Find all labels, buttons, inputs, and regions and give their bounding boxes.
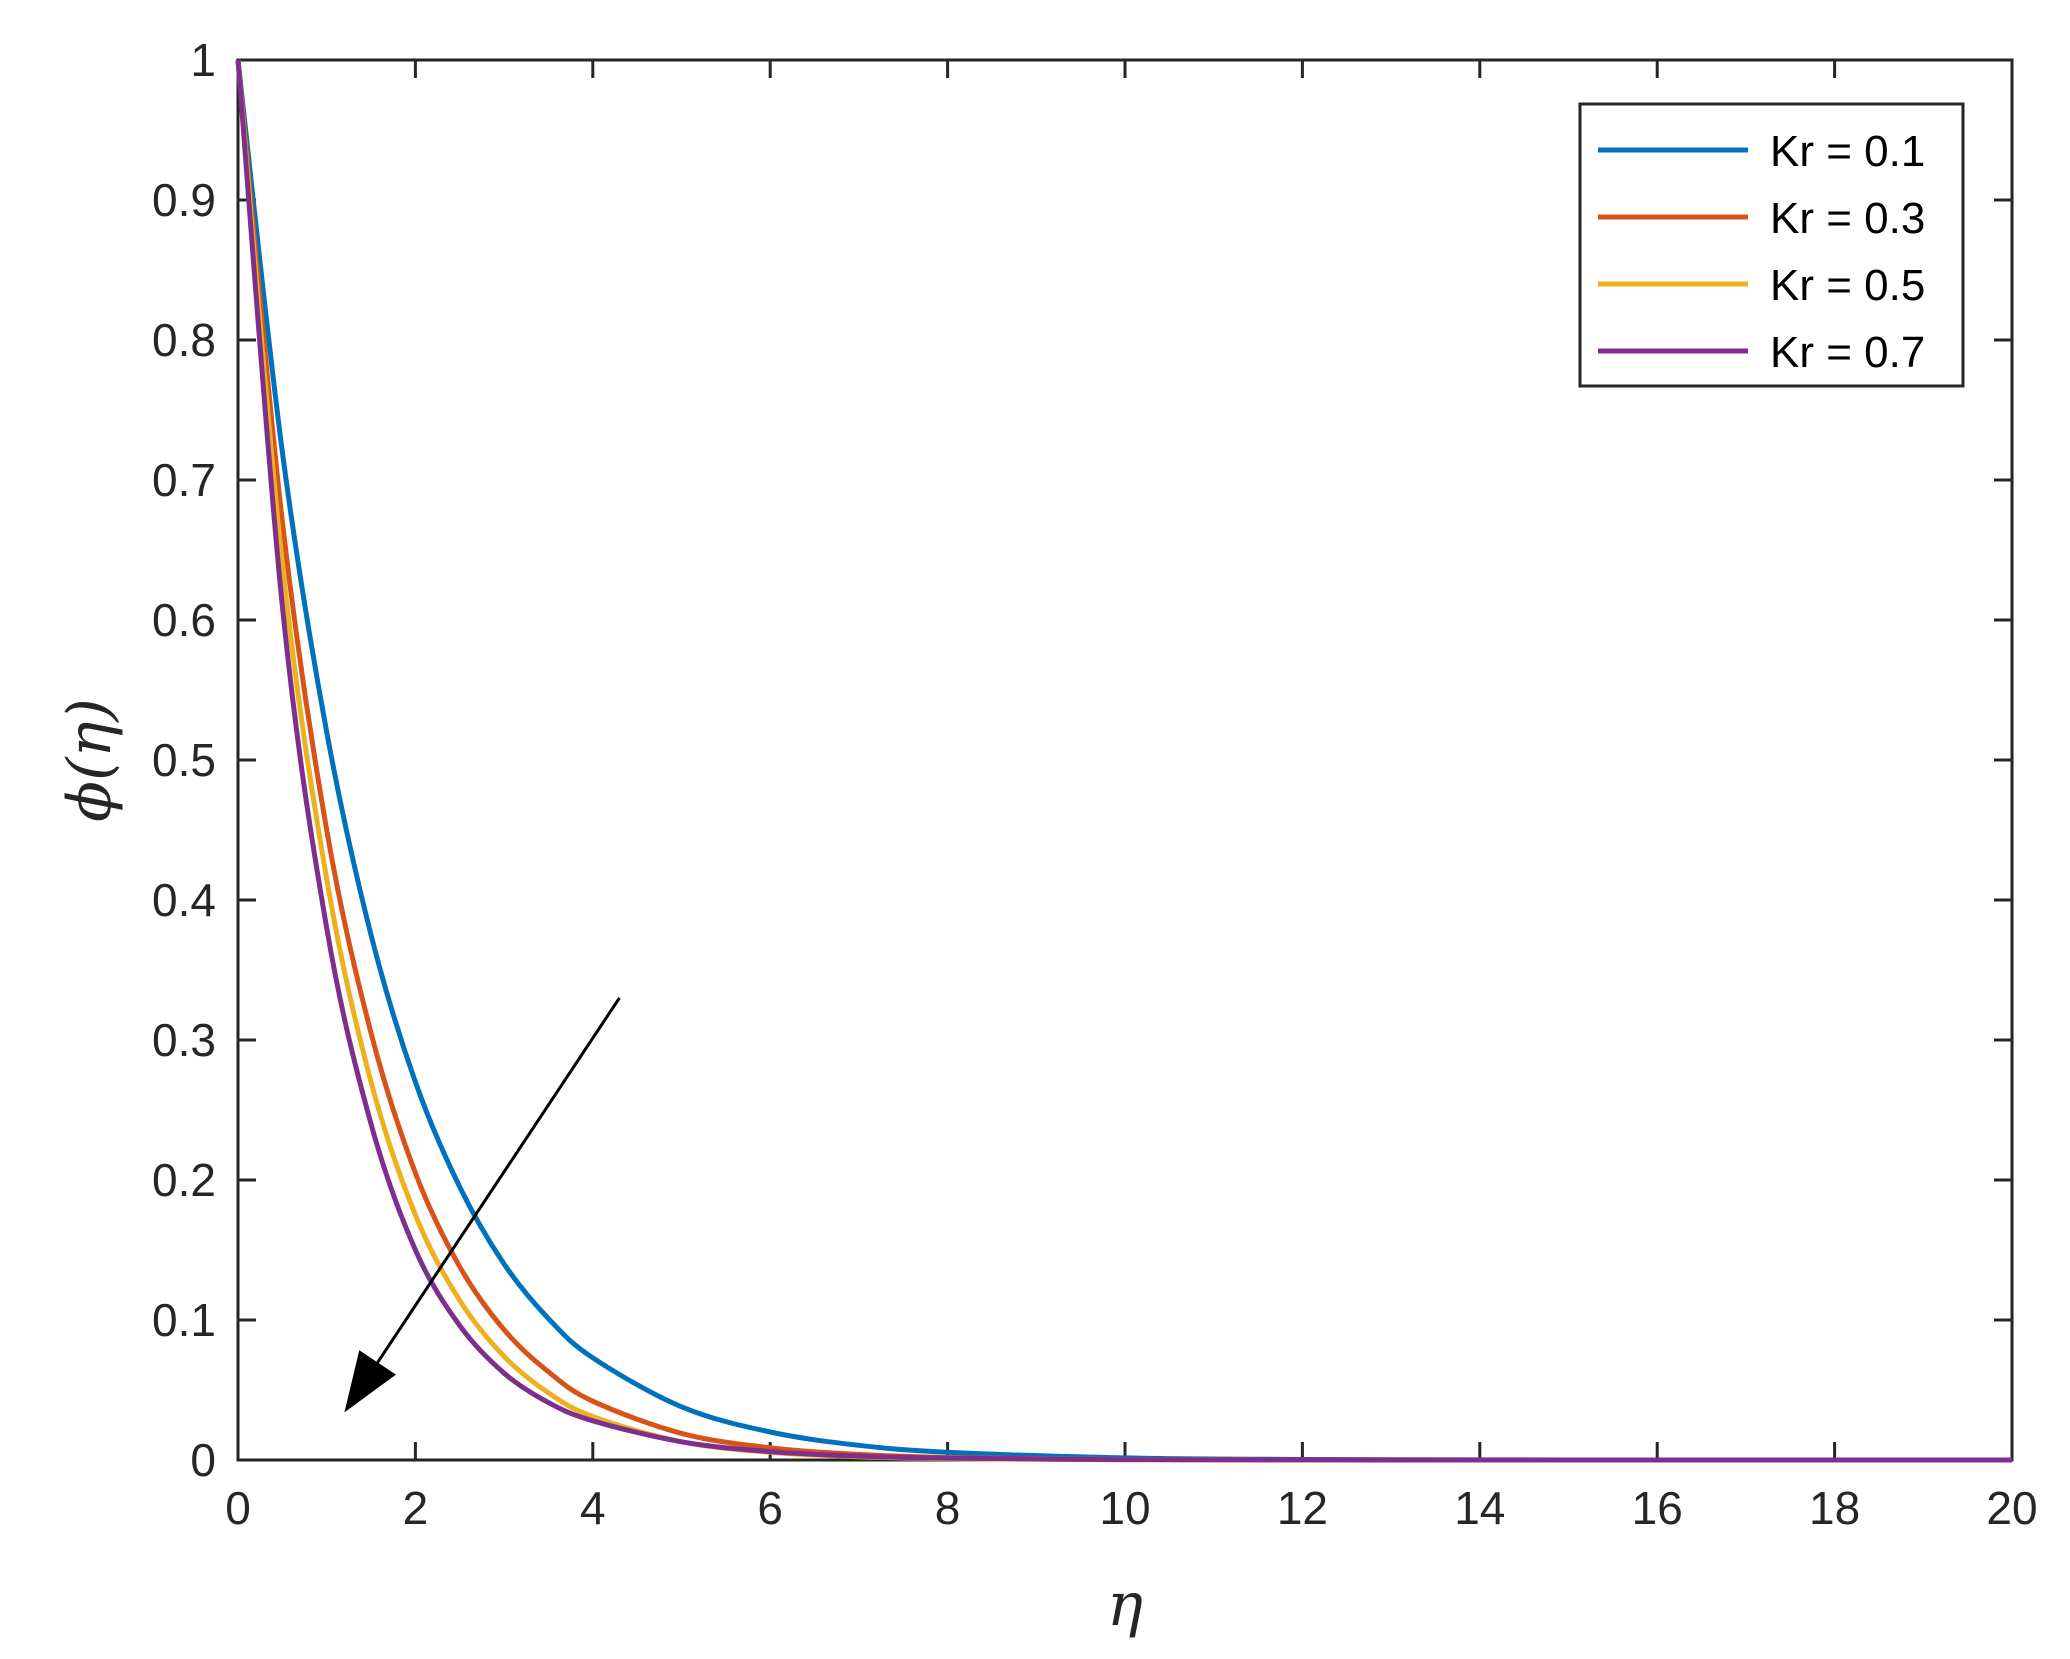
annotation-arrow-head [344, 1350, 396, 1413]
legend-label-4: Kr = 0.7 [1770, 328, 1925, 377]
y-tick-label: 0.6 [152, 594, 216, 646]
x-tick-label: 14 [1454, 1482, 1505, 1534]
x-tick-label: 12 [1277, 1482, 1328, 1534]
y-tick-label: 0.3 [152, 1014, 216, 1066]
x-tick-label: 4 [580, 1482, 606, 1534]
plot-area: 0 2 4 6 8 10 12 14 16 18 20 0 0.1 0.2 0.3 0.4 0.5 0.6 0.7 0… [55, 34, 2038, 1640]
x-axis-title: η [1107, 1570, 1143, 1640]
y-tick-label: 0.8 [152, 314, 216, 366]
series-line-4 [235, 59, 2012, 1463]
y-tick-label: 0.1 [152, 1294, 216, 1346]
y-tick-label: 0.9 [152, 174, 216, 226]
x-tick-label: 0 [225, 1482, 251, 1534]
y-tick-label: 0.7 [152, 454, 216, 506]
annotation-arrow-shaft [376, 997, 621, 1364]
x-tick-label: 18 [1809, 1482, 1860, 1534]
x-tick-label: 6 [757, 1482, 783, 1534]
y-axis-title: ϕ(η) [55, 698, 125, 822]
x-tick-label: 20 [1986, 1482, 2037, 1534]
y-tick-label: 0 [190, 1434, 216, 1486]
x-tick-label: 2 [403, 1482, 429, 1534]
x-tick-label: 8 [935, 1482, 961, 1534]
legend-label-2: Kr = 0.3 [1770, 194, 1925, 243]
y-tick-label: 0.5 [152, 734, 216, 786]
y-tick-label: 1 [190, 34, 216, 86]
legend-label-3: Kr = 0.5 [1770, 261, 1925, 310]
x-tick-label: 10 [1099, 1482, 1150, 1534]
y-tick-label: 0.4 [152, 874, 216, 926]
x-tick-label: 16 [1632, 1482, 1683, 1534]
y-tick-label: 0.2 [152, 1154, 216, 1206]
legend-label-1: Kr = 0.1 [1770, 127, 1925, 176]
